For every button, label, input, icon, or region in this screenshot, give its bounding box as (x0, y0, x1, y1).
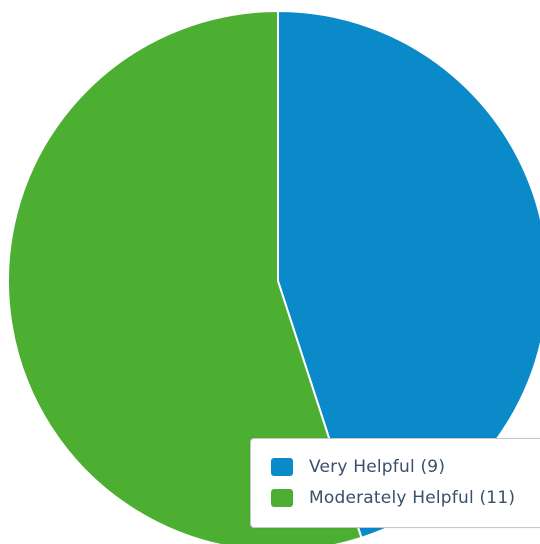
pie-slice-moderately-helpful (7, 10, 363, 544)
legend-label-moderately-helpful: Moderately Helpful (11) (309, 488, 516, 508)
chart-legend: Very Helpful (9) Moderately Helpful (11) (250, 438, 540, 528)
legend-swatch-very-helpful (271, 458, 293, 476)
legend-item-very-helpful: Very Helpful (9) (271, 455, 445, 479)
legend-swatch-moderately-helpful (271, 489, 293, 507)
legend-item-moderately-helpful: Moderately Helpful (11) (271, 486, 515, 510)
legend-label-very-helpful: Very Helpful (9) (309, 457, 446, 477)
